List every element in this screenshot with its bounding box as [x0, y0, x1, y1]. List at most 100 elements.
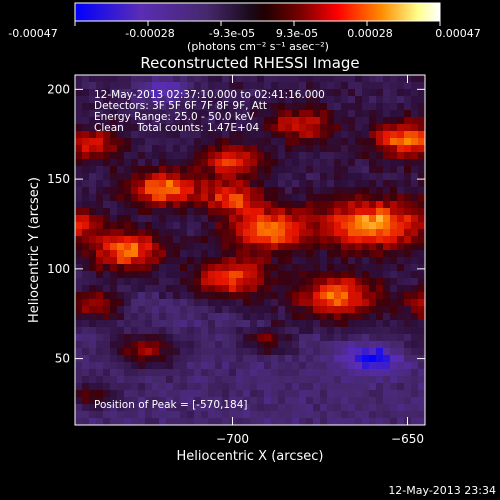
heatmap-cell	[243, 229, 251, 237]
heatmap-cell	[383, 236, 391, 244]
heatmap-cell	[173, 145, 181, 153]
heatmap-cell	[187, 124, 195, 132]
heatmap-cell	[313, 75, 321, 83]
heatmap-cell	[313, 187, 321, 195]
heatmap-cell	[208, 82, 216, 90]
heatmap-cell	[215, 243, 223, 251]
heatmap-cell	[89, 411, 97, 419]
heatmap-cell	[159, 187, 167, 195]
heatmap-cell	[404, 264, 412, 272]
colorbar-tick-label: -9.3e-05	[209, 27, 255, 40]
heatmap-cell	[264, 103, 272, 111]
heatmap-cell	[369, 194, 377, 202]
heatmap-cell	[264, 278, 272, 286]
heatmap-cell	[82, 124, 90, 132]
heatmap-cell	[264, 96, 272, 104]
heatmap-cell	[89, 306, 97, 314]
heatmap-cell	[327, 313, 335, 321]
heatmap-cell	[159, 348, 167, 356]
heatmap-cell	[180, 89, 188, 97]
heatmap-cell	[194, 110, 202, 118]
heatmap-cell	[166, 215, 174, 223]
heatmap-cell	[271, 397, 279, 405]
heatmap-cell	[411, 173, 419, 181]
heatmap-cell	[215, 299, 223, 307]
heatmap-cell	[194, 222, 202, 230]
heatmap-cell	[327, 215, 335, 223]
heatmap-cell	[243, 75, 251, 83]
heatmap-cell	[355, 173, 363, 181]
heatmap-cell	[327, 180, 335, 188]
heatmap-cell	[334, 110, 342, 118]
heatmap-cell	[376, 355, 384, 363]
heatmap-cell	[117, 355, 125, 363]
heatmap-cell	[390, 117, 398, 125]
heatmap-cell	[257, 236, 265, 244]
heatmap-cell	[390, 327, 398, 335]
heatmap-cell	[117, 362, 125, 370]
heatmap-cell	[355, 187, 363, 195]
heatmap-cell	[411, 397, 419, 405]
heatmap-cell	[250, 180, 258, 188]
heatmap-cell	[117, 320, 125, 328]
heatmap-cell	[404, 229, 412, 237]
heatmap-cell	[271, 82, 279, 90]
heatmap-cell	[138, 159, 146, 167]
heatmap-cell	[313, 103, 321, 111]
heatmap-cell	[75, 117, 83, 125]
heatmap-cell	[173, 194, 181, 202]
heatmap-cell	[348, 348, 356, 356]
heatmap-cell	[348, 397, 356, 405]
heatmap-cell	[222, 187, 230, 195]
heatmap-cell	[187, 250, 195, 258]
heatmap-cell	[306, 250, 314, 258]
heatmap-cell	[334, 404, 342, 412]
heatmap-cell	[264, 271, 272, 279]
heatmap-cell	[152, 124, 160, 132]
heatmap-cell	[292, 404, 300, 412]
heatmap-cell	[369, 201, 377, 209]
heatmap-cell	[397, 404, 405, 412]
heatmap-cell	[152, 145, 160, 153]
heatmap-cell	[152, 89, 160, 97]
heatmap-cell	[201, 145, 209, 153]
heatmap-cell	[362, 159, 370, 167]
heatmap-cell	[376, 271, 384, 279]
heatmap-cell	[229, 82, 237, 90]
heatmap-cell	[306, 390, 314, 398]
heatmap-cell	[159, 334, 167, 342]
heatmap-cell	[271, 306, 279, 314]
heatmap-cell	[187, 327, 195, 335]
heatmap-cell	[292, 383, 300, 391]
heatmap-cell	[222, 390, 230, 398]
heatmap-cell	[173, 103, 181, 111]
heatmap-cell	[327, 173, 335, 181]
heatmap-cell	[341, 82, 349, 90]
heatmap-cell	[124, 201, 132, 209]
heatmap-cell	[285, 341, 293, 349]
heatmap-cell	[327, 138, 335, 146]
heatmap-cell	[159, 117, 167, 125]
heatmap-cell	[208, 180, 216, 188]
heatmap-cell	[264, 327, 272, 335]
heatmap-cell	[236, 89, 244, 97]
heatmap-cell	[159, 418, 167, 425]
heatmap-cell	[341, 383, 349, 391]
heatmap-cell	[229, 355, 237, 363]
heatmap-cell	[355, 383, 363, 391]
heatmap-cell	[201, 264, 209, 272]
heatmap-cell	[313, 376, 321, 384]
heatmap-cell	[75, 292, 83, 300]
heatmap-cell	[215, 159, 223, 167]
heatmap-cell	[397, 390, 405, 398]
heatmap-cell	[131, 194, 139, 202]
heatmap-cell	[250, 110, 258, 118]
heatmap-cell	[362, 341, 370, 349]
heatmap-cell	[411, 208, 419, 216]
heatmap-cell	[208, 362, 216, 370]
heatmap-cell	[131, 348, 139, 356]
heatmap-cell	[243, 348, 251, 356]
heatmap-cell	[82, 194, 90, 202]
heatmap-cell	[348, 96, 356, 104]
heatmap-cell	[299, 299, 307, 307]
